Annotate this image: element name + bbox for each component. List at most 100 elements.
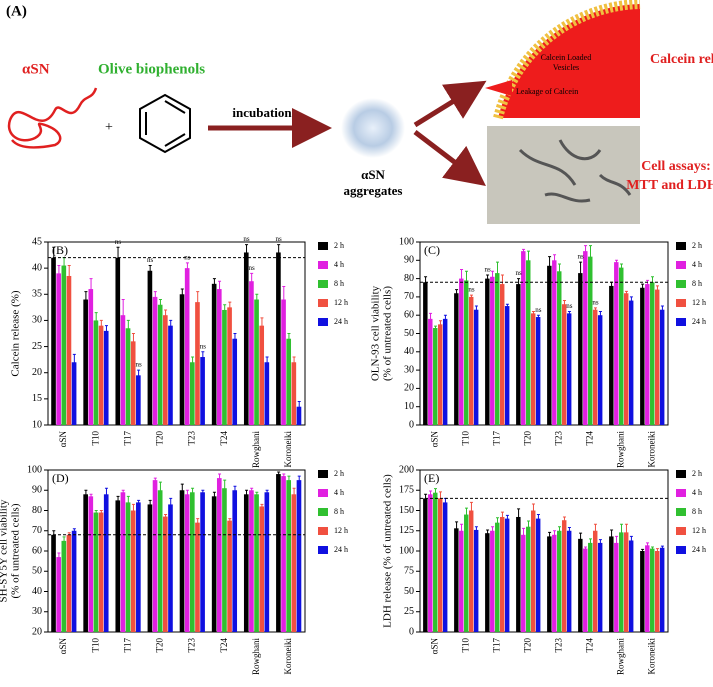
error-bar bbox=[429, 490, 433, 498]
legend-swatch bbox=[318, 299, 328, 307]
bar bbox=[504, 518, 510, 632]
bar bbox=[561, 520, 567, 632]
error-bar bbox=[584, 245, 588, 257]
bar bbox=[66, 534, 72, 632]
error-bar bbox=[558, 263, 561, 279]
error-bar bbox=[434, 488, 437, 497]
bar bbox=[98, 325, 104, 425]
y-tick-label: 90 bbox=[32, 485, 42, 496]
bar bbox=[152, 296, 158, 425]
vesicle-label: Vesicles bbox=[553, 63, 579, 72]
y-tick-label: 90 bbox=[404, 255, 414, 266]
legend-label: 12 h bbox=[692, 526, 706, 535]
bar bbox=[609, 285, 614, 425]
product-label: aggregates bbox=[344, 183, 403, 198]
error-bar bbox=[250, 272, 254, 290]
error-bar bbox=[505, 514, 509, 522]
error-bar bbox=[553, 530, 557, 539]
legend-swatch bbox=[676, 546, 686, 554]
bar bbox=[659, 547, 665, 632]
panel-a: (A) αSN Olive biophenols + incubation αS… bbox=[6, 0, 713, 224]
x-tick-label: T17 bbox=[122, 431, 132, 446]
error-bar bbox=[496, 261, 499, 285]
y-axis-title: SH-SY5Y cell viability bbox=[0, 499, 10, 602]
error-bar bbox=[158, 481, 162, 499]
legend-label: 24 h bbox=[692, 317, 706, 326]
bar bbox=[211, 283, 217, 425]
bar bbox=[189, 362, 195, 425]
error-bar bbox=[99, 319, 103, 331]
legend-label: 12 h bbox=[692, 298, 706, 307]
error-bar bbox=[148, 265, 152, 276]
error-bar bbox=[153, 477, 157, 483]
x-tick-label: Koroneiki bbox=[283, 431, 293, 468]
annotation: ns bbox=[249, 264, 256, 272]
legend-label: 2 h bbox=[692, 241, 702, 250]
x-tick-label: Rowghani bbox=[251, 431, 261, 468]
annotation: ns bbox=[200, 342, 207, 350]
legend-swatch bbox=[318, 508, 328, 516]
bar bbox=[654, 289, 660, 425]
x-tick-label: T10 bbox=[461, 431, 471, 446]
error-bar bbox=[191, 356, 195, 368]
error-bar bbox=[589, 538, 592, 547]
bar bbox=[179, 490, 185, 632]
legend-swatch bbox=[676, 470, 686, 478]
bar bbox=[588, 542, 593, 632]
x-tick-label: T23 bbox=[187, 431, 197, 446]
error-bar bbox=[553, 254, 557, 266]
y-tick-label: 20 bbox=[32, 626, 42, 637]
x-tick-label: αSN bbox=[430, 638, 440, 655]
legend-swatch bbox=[676, 318, 686, 326]
y-tick-label: 40 bbox=[32, 586, 42, 597]
error-bar bbox=[180, 288, 184, 300]
y-axis-title: (% of untreated cells) bbox=[382, 286, 394, 381]
bar bbox=[516, 516, 521, 632]
error-bar bbox=[522, 527, 526, 542]
x-tick-label: αSN bbox=[430, 431, 440, 448]
chart: 10 15 20 25 30 35 40 45 ns ns ns ns ns ns ns ns αSN T10 T1… bbox=[10, 235, 348, 468]
legend-label: 4 h bbox=[334, 260, 344, 269]
error-bar bbox=[287, 475, 291, 485]
error-bar bbox=[579, 532, 583, 545]
error-bar bbox=[297, 475, 301, 485]
error-bar bbox=[531, 311, 535, 316]
bar bbox=[557, 271, 562, 425]
legend-label: 12 h bbox=[334, 526, 348, 535]
annotation: ns bbox=[468, 286, 475, 294]
y-tick-label: 150 bbox=[399, 505, 414, 516]
bar bbox=[264, 362, 270, 425]
error-bar bbox=[579, 261, 583, 285]
legend-swatch bbox=[318, 280, 328, 288]
panel-label: (A) bbox=[6, 3, 27, 19]
error-bar bbox=[491, 270, 495, 283]
error-bar bbox=[191, 487, 195, 497]
y-tick-label: 200 bbox=[399, 464, 414, 475]
bar bbox=[66, 275, 72, 425]
error-bar bbox=[223, 479, 227, 497]
bar bbox=[578, 273, 583, 425]
arrow bbox=[413, 80, 487, 128]
x-tick-label: αSN bbox=[58, 638, 68, 655]
bar bbox=[130, 341, 136, 425]
error-bar bbox=[531, 503, 535, 517]
bar bbox=[530, 510, 536, 632]
error-bar bbox=[57, 265, 61, 282]
x-tick-label: T24 bbox=[219, 638, 229, 653]
error-bar bbox=[196, 518, 200, 527]
bar bbox=[222, 309, 227, 425]
annotation: ns bbox=[592, 298, 599, 306]
error-bar bbox=[598, 539, 602, 547]
error-bar bbox=[297, 400, 301, 412]
bar bbox=[623, 293, 629, 425]
bar bbox=[222, 488, 227, 632]
error-bar bbox=[99, 510, 103, 515]
bar bbox=[152, 480, 158, 632]
x-tick-label: T20 bbox=[155, 431, 165, 446]
bar bbox=[485, 278, 490, 425]
y-tick-label: 40 bbox=[32, 262, 42, 273]
error-bar bbox=[486, 274, 490, 283]
bar bbox=[147, 504, 153, 632]
legend-swatch bbox=[318, 546, 328, 554]
